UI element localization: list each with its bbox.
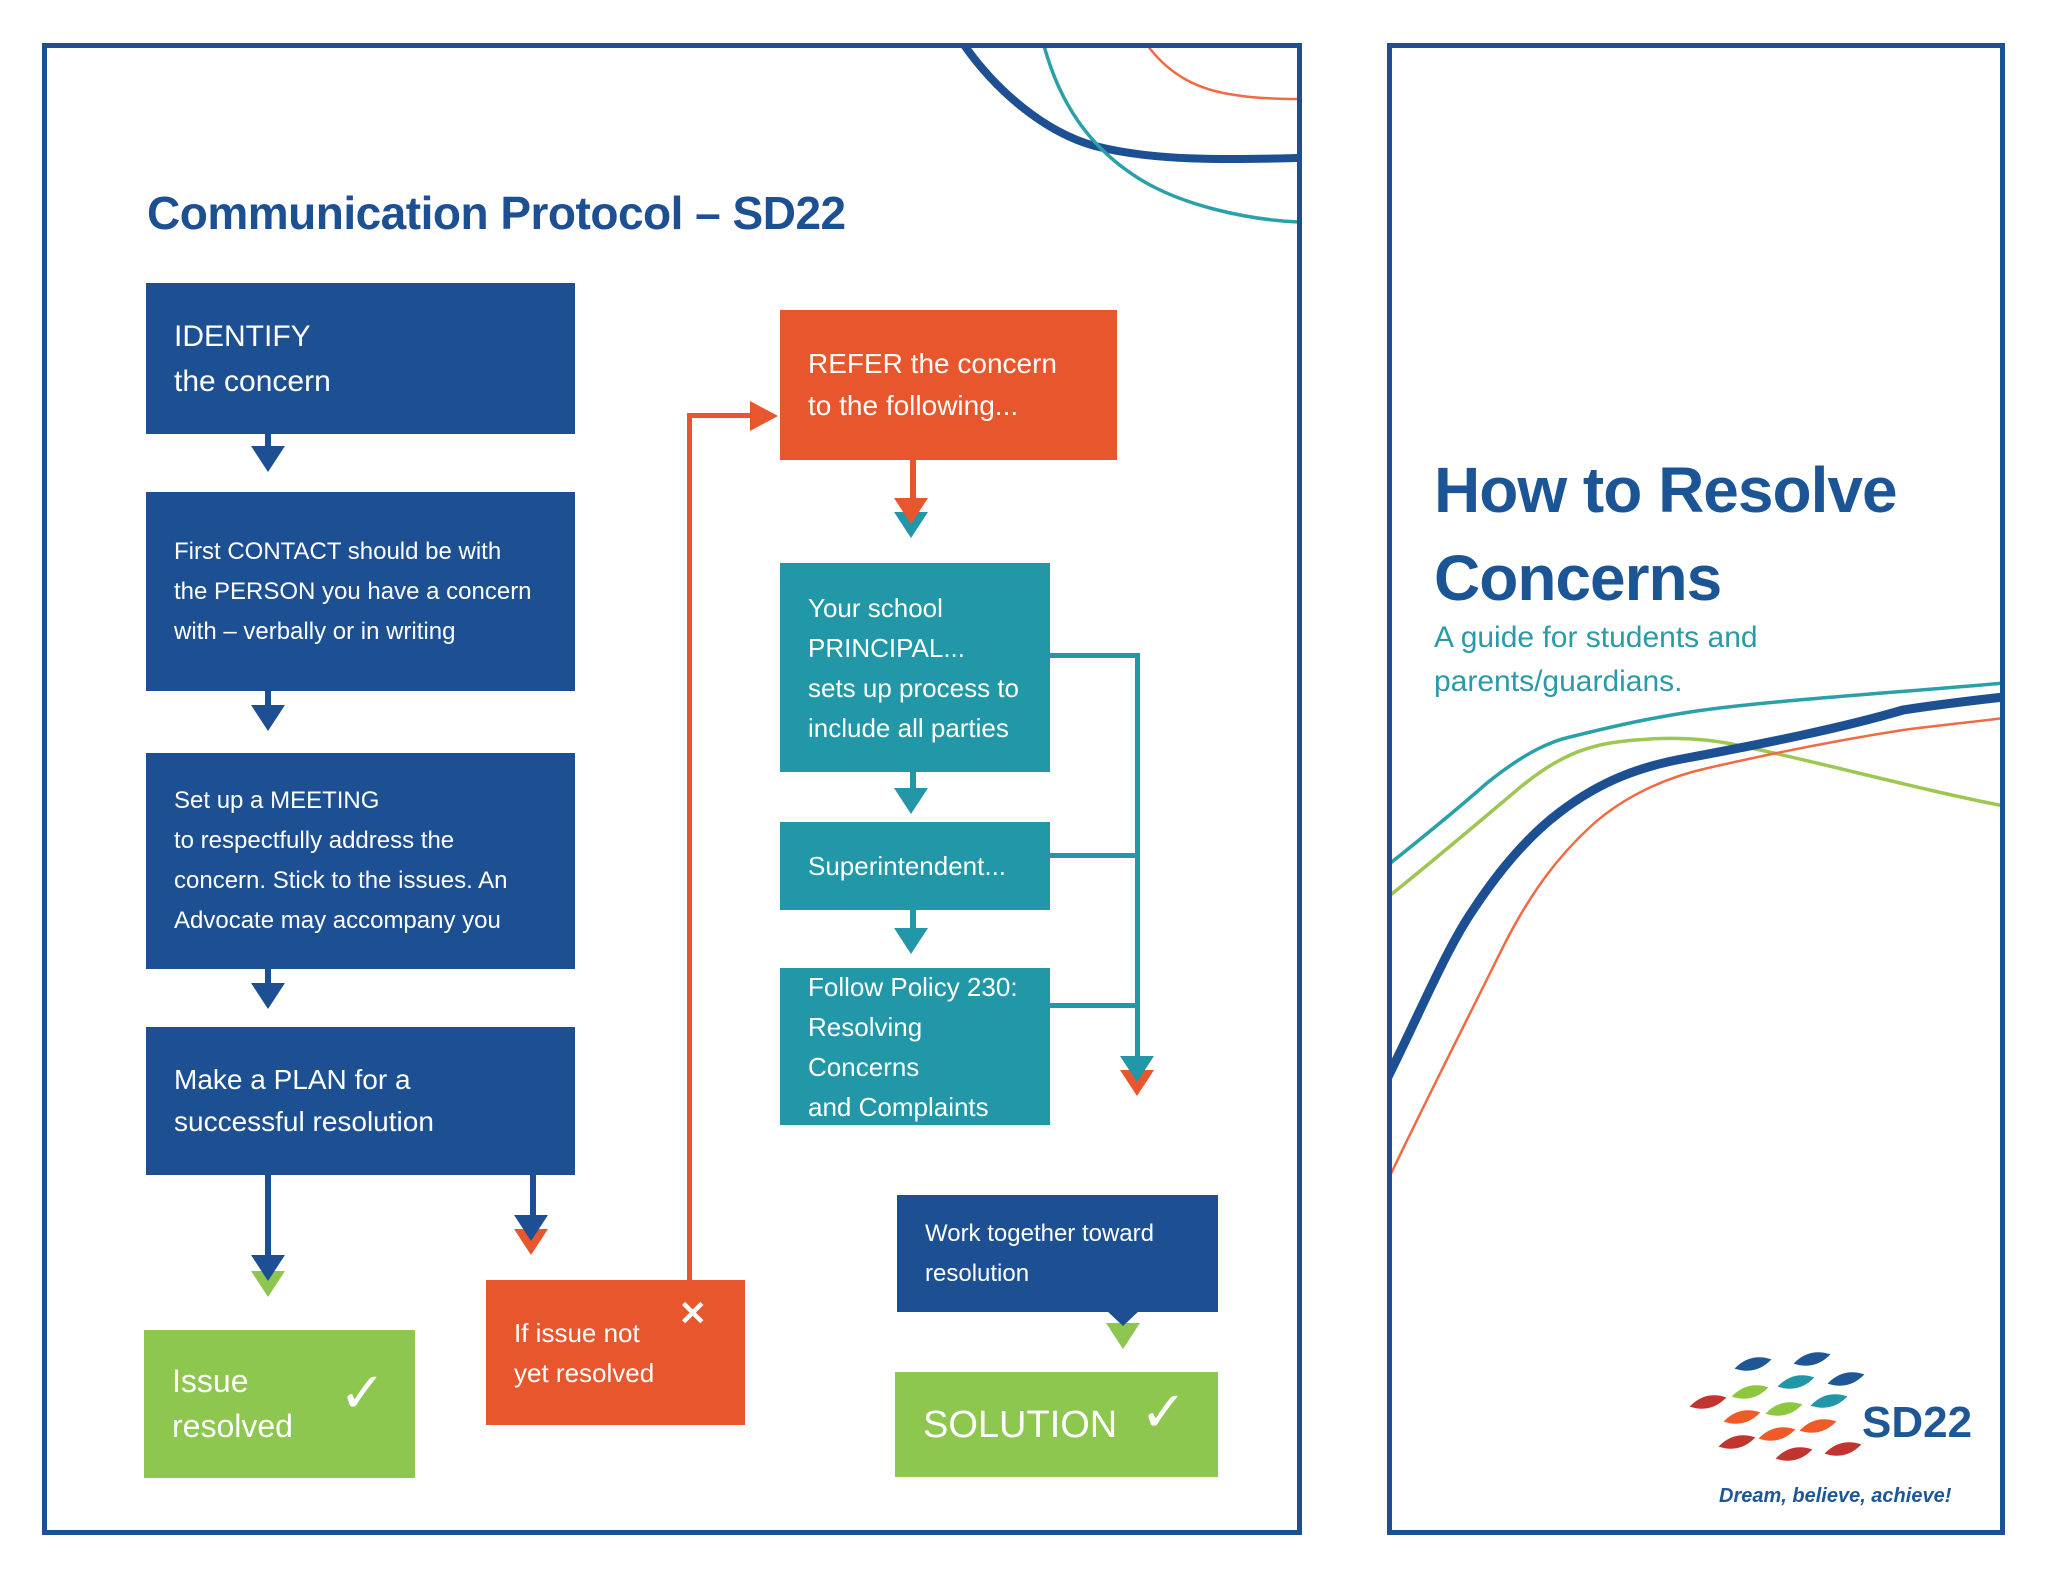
cover-page: How to Resolve Concerns A guide for stud… — [1387, 43, 2005, 1535]
arrow-down-icon — [894, 788, 928, 814]
check-icon: ✓ — [339, 1361, 386, 1424]
cover-curves-decoration — [1392, 681, 2000, 1175]
arrow-to-unresolved-icon — [514, 1215, 548, 1241]
arrow-right-icon — [750, 401, 778, 431]
issue-resolved-box: Issue resolved ✓ — [144, 1330, 415, 1478]
not-resolved-box: If issue not yet resolved ✕ — [486, 1280, 745, 1425]
arrow-down-icon — [910, 910, 916, 930]
x-icon: ✕ — [678, 1295, 708, 1333]
bracket-connector-line — [1050, 653, 1140, 658]
refer-connector-line — [687, 413, 692, 1280]
arrow-down-icon — [251, 705, 285, 731]
arrow-down-icon — [894, 498, 928, 524]
logo-wordmark: SD22 — [1862, 1398, 1973, 1447]
cover-subtitle: A guide for students and parents/guardia… — [1434, 621, 1758, 698]
cover-curve-teal — [1392, 681, 2000, 865]
logo-tagline: Dream, believe, achieve! — [1719, 1485, 1952, 1507]
speech-tail-icon — [1106, 1310, 1140, 1326]
flowchart-page: Communication Protocol – SD22 IDENTIFY t… — [42, 43, 1302, 1535]
corner-curves-decoration — [961, 48, 1297, 224]
arrow-down-icon — [1120, 1056, 1154, 1082]
corner-curve-teal — [1042, 48, 1297, 224]
bracket-connector-line — [1050, 853, 1140, 858]
arrow-to-unresolved-icon — [530, 1175, 536, 1219]
bracket-connector-line — [1050, 1003, 1140, 1008]
work-together-box: Work together toward resolution — [897, 1195, 1218, 1312]
arrow-down-icon — [265, 434, 271, 448]
cover-curve-green — [1392, 736, 2000, 897]
solution-box: SOLUTION ✓ — [895, 1372, 1218, 1477]
arrow-down-icon — [910, 460, 916, 502]
check-icon: ✓ — [1140, 1380, 1187, 1443]
step-meeting-box: Set up a MEETING to respectfully address… — [146, 753, 575, 969]
superintendent-box: Superintendent... — [780, 822, 1050, 910]
corner-curve-orange — [1147, 48, 1297, 101]
arrow-to-resolved-icon — [265, 1175, 271, 1255]
cover-curve-blue — [1392, 692, 2000, 1079]
arrow-down-icon — [265, 691, 271, 707]
cover-title: How to Resolve Concerns — [1434, 454, 1898, 614]
cover-curve-orange — [1392, 717, 2000, 1175]
page-title: Communication Protocol – SD22 — [147, 187, 846, 239]
step-contact-box: First CONTACT should be with the PERSON … — [146, 492, 575, 691]
solution-label: SOLUTION — [923, 1403, 1118, 1446]
policy-box: Follow Policy 230: Resolving Concerns an… — [780, 968, 1050, 1125]
arrow-down-icon — [265, 969, 271, 985]
not-resolved-label: If issue not yet resolved — [514, 1317, 655, 1388]
refer-box: REFER the concern to the following... — [780, 310, 1117, 460]
logo-lenses — [1689, 1352, 1865, 1461]
arrow-down-icon — [1106, 1323, 1140, 1349]
step-identify-box: IDENTIFY the concern — [146, 283, 575, 434]
arrow-down-icon — [910, 772, 916, 790]
step-plan-box: Make a PLAN for a successful resolution — [146, 1027, 575, 1175]
issue-resolved-label: Issue resolved — [172, 1363, 293, 1444]
refer-connector-line — [687, 413, 753, 418]
principal-box: Your school PRINCIPAL... sets up process… — [780, 563, 1050, 772]
arrow-to-resolved-icon — [251, 1255, 285, 1281]
bracket-connector-line — [1135, 653, 1140, 1058]
arrow-down-icon — [894, 928, 928, 954]
sd22-logo-icon — [1689, 1352, 1865, 1461]
arrow-down-icon — [251, 446, 285, 472]
corner-curve-blue — [961, 48, 1297, 164]
arrow-down-icon — [251, 983, 285, 1009]
